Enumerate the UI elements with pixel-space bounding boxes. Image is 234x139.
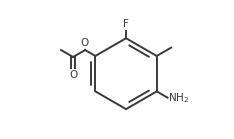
Text: F: F [123, 19, 129, 29]
Text: O: O [69, 70, 77, 80]
Text: O: O [80, 38, 88, 48]
Text: NH$_2$: NH$_2$ [168, 91, 189, 105]
